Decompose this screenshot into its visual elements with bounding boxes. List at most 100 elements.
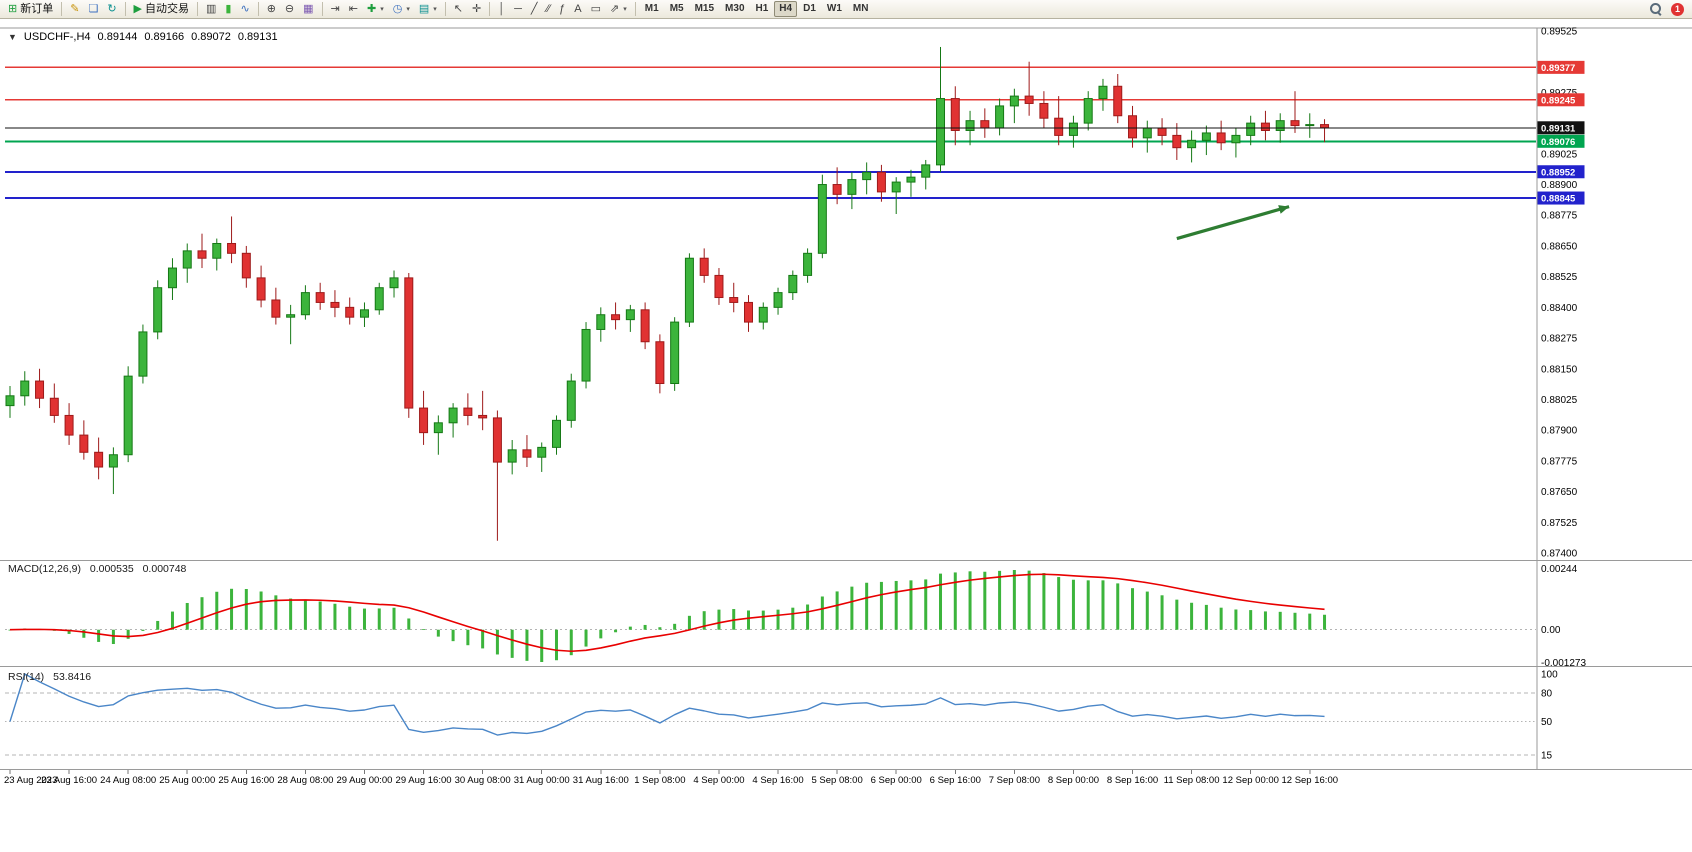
ohlc-open: 0.89144 (97, 31, 138, 43)
macd-histogram-bar (1308, 613, 1312, 630)
zoom-out-button[interactable]: ⊖ (281, 1, 298, 18)
price-axis-label: 0.89025 (1541, 149, 1578, 160)
candle-body (1068, 122, 1078, 136)
candle-body (640, 309, 650, 343)
channel-tool-button[interactable]: ∕∕ (542, 1, 554, 18)
candle-body (1054, 117, 1064, 136)
macd-histogram-bar (1027, 570, 1031, 630)
cursor-button[interactable]: ↖ (450, 1, 467, 18)
macd-histogram-bar (1116, 583, 1120, 630)
macd-axis-label: 0.00244 (1541, 564, 1578, 575)
chart-shift-button[interactable]: ⇤ (345, 1, 362, 18)
candle-body (1216, 132, 1226, 144)
time-axis-label: 1 Sep 08:00 (634, 775, 685, 786)
timeframe-button-m15[interactable]: M15 (690, 1, 719, 17)
candle-body (817, 184, 827, 254)
bar-chart-button[interactable]: ▥ (202, 1, 220, 18)
time-axis-label: 31 Aug 00:00 (514, 775, 570, 786)
macd-histogram-bar (1204, 604, 1208, 630)
time-axis-label: 8 Sep 16:00 (1107, 775, 1158, 786)
metaeditor-icon: ✎ (70, 2, 80, 15)
timeframe-button-h4[interactable]: H4 (774, 1, 798, 17)
horizontal-line-tool-button[interactable]: ─ (510, 1, 526, 18)
time-axis-label: 7 Sep 08:00 (989, 775, 1040, 786)
price-axis-label: 0.88025 (1541, 395, 1578, 406)
text-tool-button[interactable]: A (570, 1, 585, 18)
label-icon: ▭ (590, 2, 602, 15)
one-click-trading-toggle[interactable]: ▼ (8, 32, 17, 42)
tile-windows-button[interactable]: ▦ (299, 1, 317, 18)
macd-histogram-bar (702, 611, 706, 630)
add-indicator-button[interactable]: ✚ ▾ (363, 1, 388, 18)
candle-body (670, 321, 680, 385)
fibonacci-tool-button[interactable]: ƒ (555, 1, 569, 18)
notification-badge[interactable]: 1 (1671, 2, 1684, 16)
candle-body (138, 331, 148, 377)
metaeditor-button[interactable]: ✎ (66, 1, 83, 18)
macd-histogram-bar (1190, 602, 1194, 630)
arrows-tool-button[interactable]: ⇗ ▾ (606, 1, 631, 18)
periods-button[interactable]: ◷ ▾ (389, 1, 414, 18)
macd-histogram-bar (569, 629, 573, 656)
macd-histogram-bar (525, 629, 529, 661)
candle-body (330, 301, 340, 308)
macd-histogram-bar (806, 604, 810, 630)
crosshair-icon: ✛ (471, 2, 482, 15)
timeframe-button-h1[interactable]: H1 (751, 1, 774, 17)
time-axis-label: 11 Sep 08:00 (1164, 775, 1220, 786)
trendline-tool-button[interactable]: ╱ (527, 1, 542, 18)
new-order-button[interactable]: ⊞ 新订单 (4, 1, 57, 18)
timeframe-button-m5[interactable]: M5 (665, 1, 689, 17)
new-order-label: 新订单 (20, 2, 54, 15)
macd-histogram-bar (451, 629, 455, 642)
candle-body (1231, 134, 1241, 144)
templates-button[interactable]: ▤ ▾ (415, 1, 441, 18)
channel-icon: ∕∕ (546, 2, 551, 15)
timeframe-button-m1[interactable]: M1 (640, 1, 664, 17)
candle-body (611, 314, 621, 321)
macd-histogram-bar (289, 598, 293, 630)
candle-body (714, 274, 724, 299)
zoom-in-button[interactable]: ⊕ (263, 1, 280, 18)
line-chart-button[interactable]: ∿ (236, 1, 253, 18)
trend-arrow-annotation[interactable] (1176, 205, 1290, 241)
candle-body (936, 98, 946, 166)
candle-chart-button[interactable]: ▮ (221, 1, 235, 18)
macd-histogram-bar (747, 610, 750, 630)
timeframe-button-w1[interactable]: W1 (822, 1, 847, 17)
search-icon[interactable] (1649, 2, 1663, 16)
timeframe-button-mn[interactable]: MN (848, 1, 874, 17)
macd-histogram-bar (1042, 573, 1046, 630)
rsi-axis-label: 100 (1541, 670, 1558, 681)
time-axis-label: 29 Aug 00:00 (336, 775, 392, 786)
candle-body (537, 446, 547, 458)
toolbar-separator (124, 2, 126, 16)
macd-histogram-bar (303, 599, 307, 630)
time-axis-label: 6 Sep 16:00 (930, 775, 981, 786)
timeframe-button-d1[interactable]: D1 (798, 1, 821, 17)
autotrading-button[interactable]: ▶ 自动交易 (130, 1, 193, 18)
auto-scroll-button[interactable]: ⇥ (327, 1, 344, 18)
text-icon: A (574, 2, 582, 15)
vertical-line-tool-button[interactable]: │ (494, 1, 509, 18)
candle-body (212, 242, 222, 259)
candle-body (433, 422, 443, 434)
candle-body (788, 274, 798, 294)
macd-histogram-bar (865, 582, 869, 630)
time-axis-label: 12 Sep 00:00 (1222, 775, 1279, 786)
candle-body (581, 328, 591, 382)
macd-histogram-bar (422, 629, 426, 630)
print-button[interactable]: ❏ (84, 1, 102, 18)
time-axis-label: 12 Sep 16:00 (1281, 775, 1338, 786)
price-axis-label: 0.88525 (1541, 272, 1578, 283)
time-axis-label: 23 Aug 2023 (4, 775, 57, 786)
label-tool-button[interactable]: ▭ (587, 1, 605, 18)
candle-body (197, 250, 207, 259)
arrow-tool-icon: ⇗ (610, 2, 620, 15)
crosshair-button[interactable]: ✛ (468, 1, 485, 18)
autotrading-label: 自动交易 (145, 2, 189, 15)
refresh-button[interactable]: ↻ (103, 1, 120, 18)
timeframe-button-m30[interactable]: M30 (720, 1, 749, 17)
candle-body (891, 181, 901, 193)
